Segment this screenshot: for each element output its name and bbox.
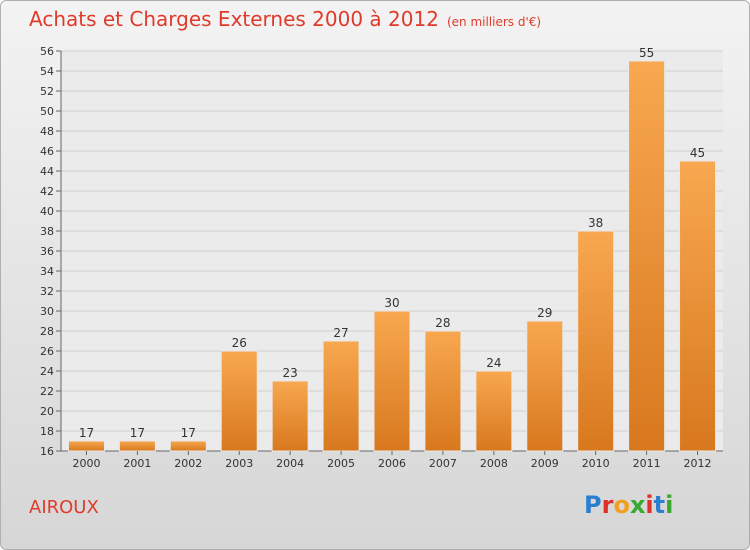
bar — [424, 330, 462, 452]
y-tick-label: 46 — [40, 145, 54, 158]
chart-unit: (en milliers d'€) — [446, 15, 542, 29]
data-label: 17 — [181, 426, 196, 440]
data-label: 17 — [79, 426, 94, 440]
y-tick-label: 52 — [40, 85, 54, 98]
y-tick-label: 34 — [40, 265, 54, 278]
bar — [628, 60, 666, 452]
data-label: 26 — [232, 336, 247, 350]
bar — [220, 350, 258, 452]
x-tick-label: 2001 — [123, 457, 151, 470]
y-tick-label: 16 — [40, 445, 54, 458]
x-tick-label: 2009 — [531, 457, 559, 470]
y-tick-label: 30 — [40, 305, 54, 318]
x-tick-label: 2004 — [276, 457, 304, 470]
bar — [679, 160, 717, 452]
x-tick-label: 2003 — [225, 457, 253, 470]
commune-name: AIROUX — [29, 497, 99, 518]
y-tick-label: 18 — [40, 425, 54, 438]
data-label: 23 — [283, 366, 298, 380]
data-label: 30 — [384, 296, 399, 310]
x-tick-label: 2005 — [327, 457, 355, 470]
data-label: 24 — [486, 356, 501, 370]
x-tick-label: 2006 — [378, 457, 406, 470]
x-tick-label: 2012 — [684, 457, 712, 470]
bar — [271, 380, 309, 452]
proxiti-logo: Proxiti — [584, 491, 674, 519]
x-tick-label: 2010 — [582, 457, 610, 470]
y-tick-label: 54 — [40, 65, 54, 78]
y-tick-label: 22 — [40, 385, 54, 398]
bar — [526, 320, 564, 452]
bar — [577, 230, 615, 452]
x-tick-label: 2000 — [72, 457, 100, 470]
y-tick-label: 26 — [40, 345, 54, 358]
y-tick-label: 20 — [40, 405, 54, 418]
y-tick-label: 40 — [40, 205, 54, 218]
y-tick-label: 44 — [40, 165, 54, 178]
y-tick-label: 36 — [40, 245, 54, 258]
bar — [169, 440, 207, 452]
data-label: 29 — [537, 306, 552, 320]
data-label: 38 — [588, 216, 603, 230]
data-label: 27 — [333, 326, 348, 340]
x-tick-label: 2008 — [480, 457, 508, 470]
bar — [67, 440, 105, 452]
bar — [475, 370, 513, 452]
y-tick-label: 42 — [40, 185, 54, 198]
bar — [322, 340, 360, 452]
chart-title-text: Achats et Charges Externes 2000 à 2012 — [29, 7, 439, 31]
chart-title: Achats et Charges Externes 2000 à 2012 (e… — [29, 7, 541, 31]
data-label: 55 — [639, 46, 654, 60]
x-tick-label: 2011 — [633, 457, 661, 470]
y-tick-label: 38 — [40, 225, 54, 238]
y-tick-label: 56 — [40, 45, 54, 58]
y-tick-label: 28 — [40, 325, 54, 338]
y-tick-label: 24 — [40, 365, 54, 378]
y-tick-label: 48 — [40, 125, 54, 138]
bar — [118, 440, 156, 452]
data-label: 28 — [435, 316, 450, 330]
bar — [373, 310, 411, 452]
y-tick-label: 32 — [40, 285, 54, 298]
y-tick-label: 50 — [40, 105, 54, 118]
x-tick-label: 2007 — [429, 457, 457, 470]
data-label: 17 — [130, 426, 145, 440]
data-label: 45 — [690, 146, 705, 160]
x-tick-label: 2002 — [174, 457, 202, 470]
